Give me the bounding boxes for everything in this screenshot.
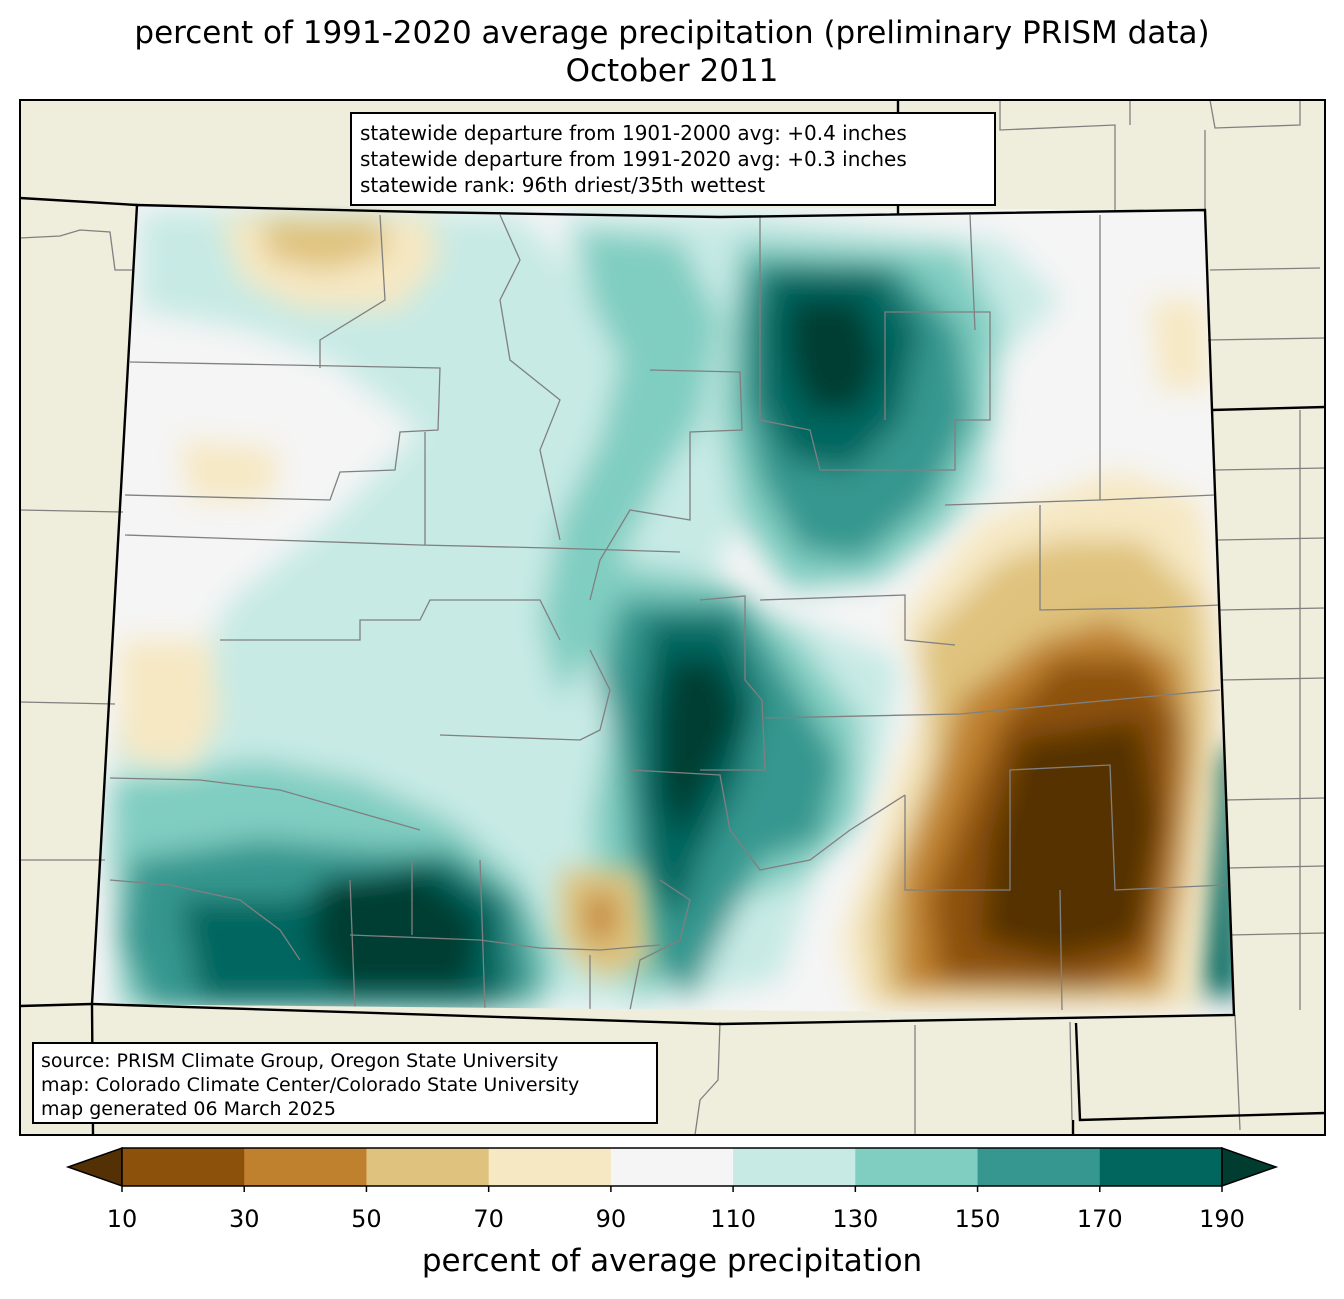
colorbar-tick-label: 30 (228, 1205, 260, 1233)
map-title: percent of 1991-2020 average precipitati… (134, 15, 1210, 51)
colorado-precip-field (92, 205, 1234, 1015)
colorbar-segment (610, 1148, 734, 1186)
statewide-rank: statewide rank: 96th driest/35th wettest (360, 173, 766, 197)
map-frame (19, 99, 1326, 1136)
colorbar (65, 1146, 1279, 1192)
credit-generated: map generated 06 March 2025 (41, 1098, 336, 1120)
colorbar-extend-low (65, 1146, 123, 1188)
colorbar-extend-high (1221, 1146, 1279, 1188)
colorbar-outline (121, 1147, 1223, 1187)
departure-1901-2000: statewide departure from 1901-2000 avg: … (360, 121, 907, 145)
colorbar-tick-label: 110 (710, 1205, 757, 1233)
county-borders (109, 214, 1226, 1011)
colorbar-label: percent of average precipitation (421, 1243, 923, 1279)
colorbar-tick-label: 150 (954, 1205, 1001, 1233)
colorbar-segment (977, 1148, 1101, 1186)
colorbar-tick-label: 190 (1199, 1205, 1245, 1233)
colorbar-tick-label: 130 (832, 1205, 879, 1233)
map-subtitle: October 2011 (565, 53, 779, 89)
colorbar-segment (733, 1148, 856, 1186)
colorbar-tick-label: 70 (473, 1205, 504, 1233)
credit-map: map: Colorado Climate Center/Colorado St… (41, 1074, 580, 1096)
colorbar-segment (366, 1148, 490, 1186)
colorbar-tick-label: 50 (351, 1205, 382, 1233)
departure-1991-2020: statewide departure from 1991-2020 avg: … (360, 147, 907, 171)
colorbar-segment (855, 1148, 979, 1186)
colorbar-segment (122, 1148, 245, 1186)
colorbar-tick-label: 10 (106, 1205, 138, 1233)
state-borders (20, 100, 1325, 1135)
credit-source: source: PRISM Climate Group, Oregon Stat… (41, 1050, 559, 1072)
colorbar-segment (1099, 1148, 1223, 1186)
colorbar-tick-label: 170 (1076, 1205, 1123, 1233)
colorbar-segment (488, 1148, 612, 1186)
credits-box: source: PRISM Climate Group, Oregon Stat… (32, 1042, 658, 1124)
statewide-stats-box: statewide departure from 1901-2000 avg: … (350, 112, 996, 206)
neighbor-county-borders (20, 100, 1325, 1135)
colorbar-tick-label: 90 (595, 1205, 627, 1233)
colorbar-segment (244, 1148, 367, 1186)
